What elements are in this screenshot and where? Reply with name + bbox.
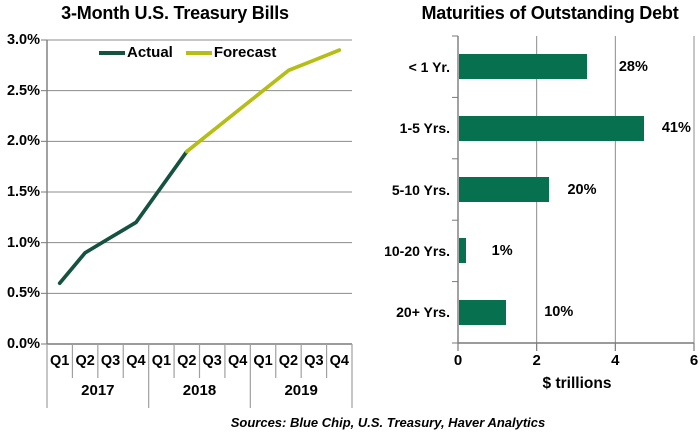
y-axis-tick-label: 2.0% [6,133,40,150]
forecast-line-swatch [185,50,212,55]
legend-item-forecast: Forecast [185,44,277,61]
y-axis-tick-label: 2.5% [6,82,40,99]
x-axis-quarter-label: Q1 [253,353,273,369]
legend-label: Actual [127,44,173,61]
category-label: 10-20 Yrs. [384,242,450,259]
category-label: 1-5 Yrs. [399,120,450,137]
x-axis-quarter-label: Q1 [50,353,70,369]
category-label: 5-10 Yrs. [391,181,450,198]
bar-510Yrs [459,177,550,202]
bar-<1Yr [459,54,587,80]
bar-percent-label: 10% [544,304,574,321]
x-axis-year-label: 2019 [284,382,318,399]
x-axis-tick-label: 4 [611,352,620,369]
bar-15Yrs [459,115,644,141]
bar-percent-label: 20% [567,181,597,198]
y-axis-tick-label: 1.0% [6,234,40,251]
left-chart-title: 3-Month U.S. Treasury Bills [61,3,289,23]
x-axis-quarter-label: Q3 [202,353,222,369]
right-chart-title: Maturities of Outstanding Debt [421,3,679,23]
x-axis-tick-label: 6 [689,352,699,369]
bar-20+Yrs [459,299,507,325]
source-note: Sources: Blue Chip, U.S. Treasury, Haver… [230,415,546,430]
category-label: 20+ Yrs. [396,304,450,321]
bar-1020Yrs [459,238,466,264]
x-axis-tick-label: 0 [453,352,463,369]
x-axis-quarter-label: Q4 [329,353,349,369]
y-axis-tick-label: 0.0% [6,336,40,352]
x-axis-quarter-label: Q3 [100,353,121,369]
x-axis-quarter-label: Q2 [278,353,299,369]
x-axis-quarter-label: Q2 [75,353,95,369]
y-axis-tick-label: 3.0% [6,32,40,48]
x-axis-year-label: 2018 [182,382,217,399]
y-axis-tick-label: 1.5% [6,184,40,200]
x-axis-quarter-label: Q2 [177,353,197,369]
y-axis-tick-label: 0.5% [6,285,40,302]
legend-item-actual: Actual [99,44,173,61]
x-axis-quarter-label: Q4 [227,353,248,369]
bar-percent-label: 1% [491,242,513,259]
bar-percent-label: 41% [661,120,691,137]
x-axis-tick-label: 2 [532,352,541,369]
actual-series-line [57,149,189,286]
x-axis-title: $ trillions [542,375,612,392]
x-axis-quarter-label: Q1 [151,353,172,369]
bar-percent-label: 28% [618,58,648,75]
legend-label: Forecast [213,44,277,61]
x-axis-quarter-label: Q3 [304,353,324,369]
x-axis-quarter-label: Q4 [126,353,146,369]
forecast-series-line [184,48,342,154]
actual-line-swatch [99,50,125,55]
legend: Actual Forecast [99,44,276,61]
x-axis-year-label: 2017 [81,382,115,399]
category-label: < 1 Yr. [408,58,450,75]
